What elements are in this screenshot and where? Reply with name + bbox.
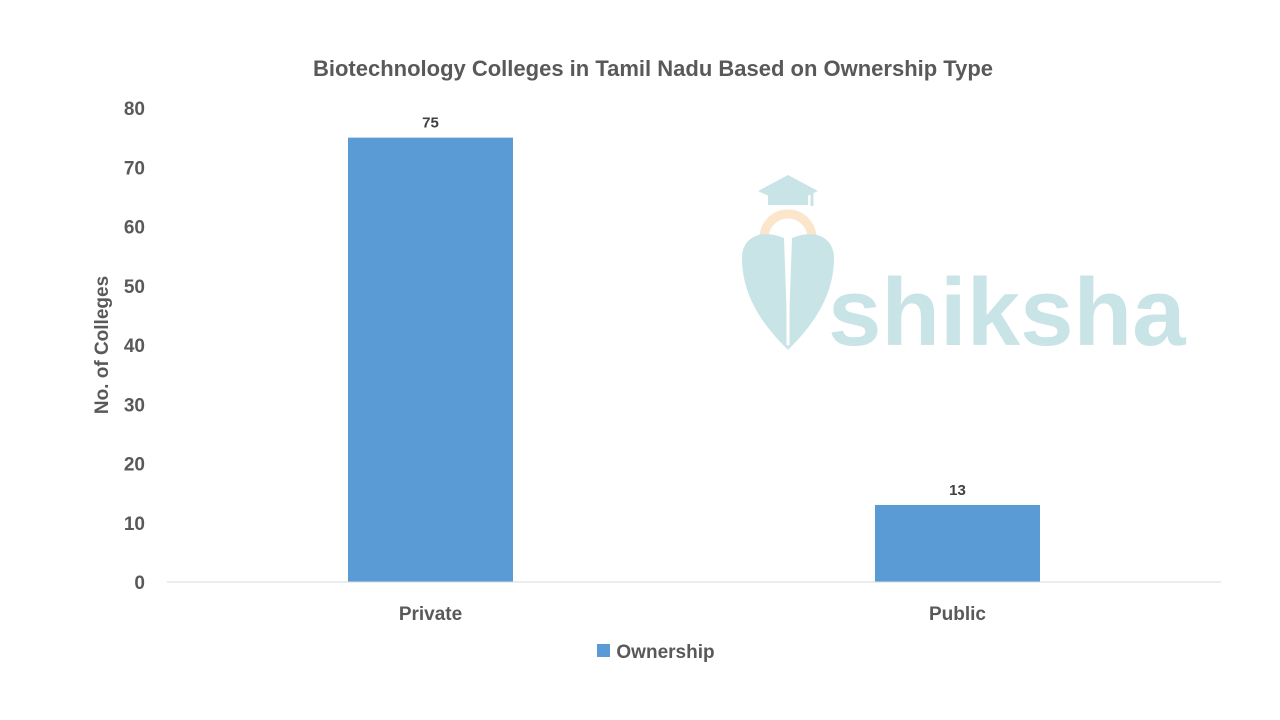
y-tick-label: 70 bbox=[124, 158, 145, 179]
data-label: 75 bbox=[422, 115, 439, 132]
watermark-text: shiksha bbox=[828, 259, 1186, 366]
y-tick-label: 10 bbox=[124, 514, 145, 535]
legend-label: Ownership bbox=[616, 642, 715, 663]
shiksha-watermark: shiksha bbox=[742, 175, 1186, 366]
y-tick-label: 30 bbox=[124, 395, 145, 416]
x-tick-label: Public bbox=[929, 604, 986, 625]
x-tick-label: Private bbox=[399, 604, 462, 625]
y-tick-label: 80 bbox=[124, 99, 145, 120]
chart-title: Biotechnology Colleges in Tamil Nadu Bas… bbox=[312, 56, 994, 81]
y-tick-label: 20 bbox=[124, 455, 145, 476]
bar-public bbox=[875, 504, 1040, 582]
legend: Ownership bbox=[0, 642, 1280, 664]
y-tick-label: 60 bbox=[124, 218, 145, 239]
legend-swatch bbox=[597, 644, 611, 658]
graduation-cap-pen-logo bbox=[742, 175, 834, 350]
data-label: 13 bbox=[949, 482, 966, 499]
bar-private bbox=[348, 137, 513, 582]
y-tick-label: 0 bbox=[134, 573, 145, 594]
y-tick-label: 40 bbox=[124, 336, 145, 357]
y-tick-label: 50 bbox=[124, 277, 145, 298]
